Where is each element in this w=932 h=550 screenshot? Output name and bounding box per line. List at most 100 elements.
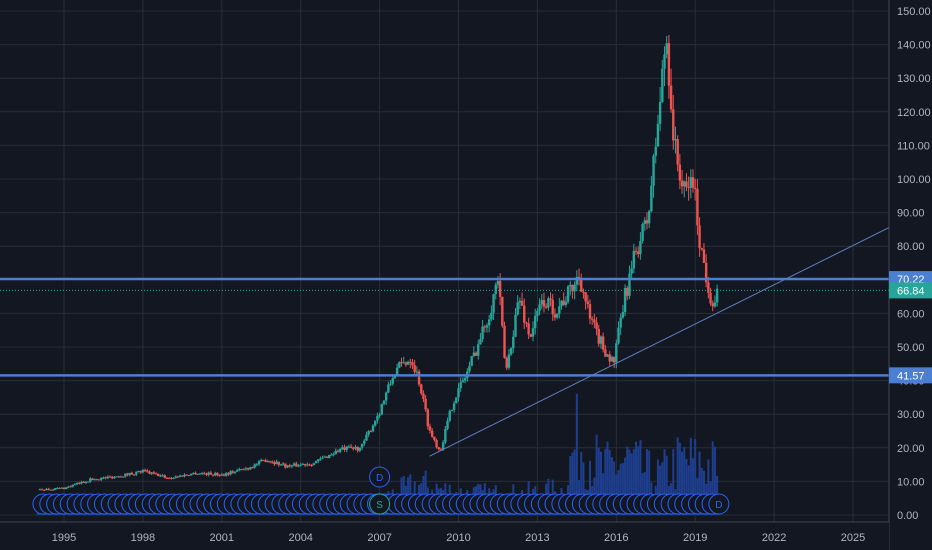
- dividend-marker-label: D: [715, 500, 722, 511]
- candle-body: [426, 409, 430, 427]
- candle-body: [314, 461, 318, 464]
- candle-body: [200, 473, 204, 475]
- grid: [0, 0, 889, 522]
- last-price-tag[interactable]: [889, 282, 932, 299]
- candle-body: [715, 288, 719, 303]
- candle-body: [104, 477, 107, 479]
- volume-bar: [589, 460, 591, 515]
- candle-body: [249, 467, 252, 470]
- candle-body: [398, 361, 401, 368]
- candle-body: [586, 301, 590, 305]
- candle-body: [437, 447, 440, 450]
- split-marker-label: S: [376, 500, 383, 511]
- candle-body: [400, 361, 403, 363]
- candle-body: [121, 476, 125, 478]
- candle-body: [352, 447, 355, 449]
- volume-bar: [635, 441, 638, 515]
- price-tick-label: 100.00: [897, 174, 931, 186]
- volume-bar: [628, 449, 631, 515]
- candle-body: [619, 317, 622, 328]
- candle-body: [178, 475, 182, 477]
- candle-body: [387, 384, 390, 393]
- candle-body: [330, 454, 333, 456]
- candle-body: [345, 446, 348, 450]
- candle-body: [674, 139, 677, 141]
- candle-body: [402, 362, 405, 364]
- candle-body: [455, 397, 458, 404]
- candle-body: [647, 211, 651, 224]
- volume-bar: [648, 450, 651, 515]
- candle-body: [628, 273, 631, 296]
- time-tick-label: 2016: [604, 532, 628, 544]
- candle-body: [431, 430, 434, 437]
- candle-body: [683, 181, 686, 187]
- volume-bar: [700, 467, 703, 515]
- candle-body: [441, 442, 445, 450]
- candle-body: [424, 398, 427, 410]
- horizontal-levels[interactable]: [0, 277, 889, 377]
- candle-body: [60, 487, 64, 489]
- level-price-tag[interactable]: [889, 367, 932, 384]
- candle-body: [317, 459, 320, 462]
- candle-body: [617, 327, 620, 344]
- candle-body: [290, 465, 294, 467]
- candle-body: [560, 300, 563, 307]
- dividend-markers[interactable]: D S D: [32, 466, 730, 515]
- candle-body: [343, 447, 346, 450]
- candle-body: [481, 326, 484, 340]
- price-tick-label: 30.00: [897, 409, 925, 421]
- dividend-marker[interactable]: [708, 493, 730, 515]
- split-marker[interactable]: [369, 493, 391, 515]
- candle-body: [93, 479, 96, 481]
- trend-line[interactable]: [429, 218, 906, 457]
- candle-body: [251, 467, 254, 469]
- price-tick-label: 50.00: [897, 342, 925, 354]
- candle-body: [687, 187, 690, 189]
- candle-body: [584, 292, 587, 302]
- candle-body: [163, 475, 167, 478]
- candle-body: [106, 476, 110, 479]
- candle-body: [216, 472, 219, 476]
- candle-body: [490, 312, 493, 320]
- candle-body: [551, 299, 554, 315]
- trendline[interactable]: [429, 218, 906, 457]
- candle-body: [531, 328, 535, 337]
- candle-body: [582, 291, 585, 293]
- candle-body: [661, 68, 664, 103]
- candle-body: [433, 436, 436, 441]
- candle-body: [626, 288, 629, 296]
- candle-body: [663, 54, 666, 69]
- candle-body: [306, 464, 309, 466]
- candle-body: [235, 470, 239, 472]
- candle-body: [336, 450, 340, 452]
- candle-body: [332, 454, 335, 456]
- candle-body: [170, 477, 173, 479]
- candle-body: [244, 468, 248, 470]
- volume-bar: [571, 452, 574, 515]
- candle-body: [562, 300, 565, 305]
- candle-body: [404, 362, 408, 365]
- price-axis[interactable]: 150.00 140.00 130.00 120.00 110.00 100.00 90.0…: [888, 0, 932, 550]
- dividend-marker-upper[interactable]: [369, 466, 391, 488]
- candle-body: [132, 474, 136, 476]
- candle-body: [71, 484, 74, 487]
- candle-body: [84, 482, 88, 484]
- candle-body: [615, 343, 618, 363]
- candle-body: [218, 475, 221, 477]
- candle-body: [685, 181, 688, 188]
- candle-body: [369, 431, 373, 433]
- candle-body: [577, 276, 581, 279]
- candle-body: [470, 356, 473, 366]
- volume-bar: [707, 459, 710, 515]
- time-tick-label: 2022: [762, 532, 786, 544]
- volume-bar: [687, 465, 690, 515]
- candle-body: [284, 463, 287, 468]
- volume-bar: [617, 470, 620, 515]
- level-price-label: 41.57: [897, 370, 925, 382]
- candle-body: [161, 475, 164, 477]
- candle-body: [549, 298, 552, 300]
- time-axis[interactable]: 1995 1998 2001 2004 2007 2010 2013 2016 2019 2022…: [0, 521, 889, 550]
- candle-body: [135, 471, 138, 475]
